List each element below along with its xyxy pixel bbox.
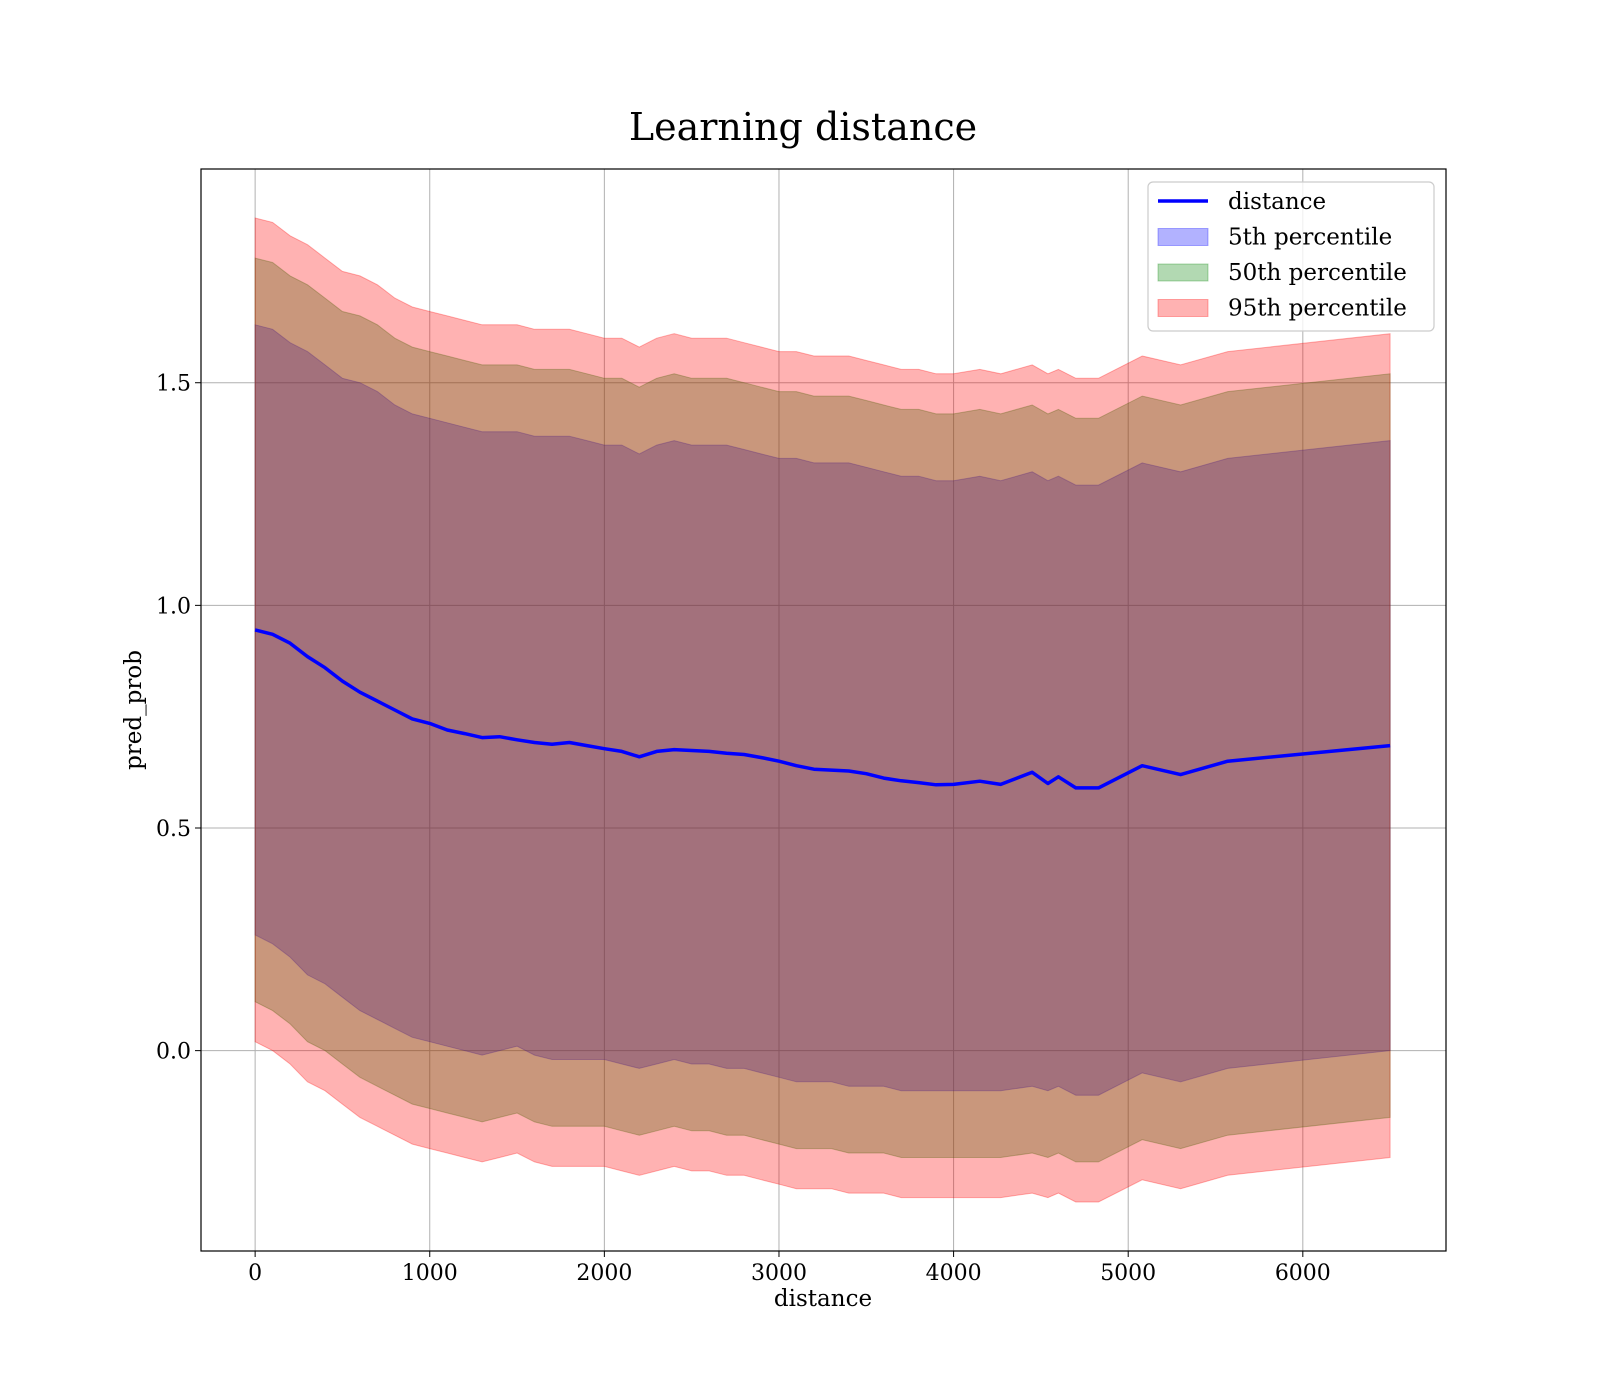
x-tick-label: 3000 bbox=[751, 1261, 807, 1286]
legend-label-95th-percentile: 95th percentile bbox=[1228, 296, 1407, 322]
legend-label-5th-percentile: 5th percentile bbox=[1228, 225, 1392, 251]
grid bbox=[201, 169, 1446, 1251]
legend-swatch-50th-percentile bbox=[1157, 263, 1209, 282]
x-axis-label: distance bbox=[774, 1286, 872, 1312]
chart-title: Learning distance bbox=[629, 105, 977, 149]
legend: distance 5th percentile 50th percentile 95t… bbox=[1147, 181, 1435, 332]
x-tick-label: 5000 bbox=[1100, 1261, 1156, 1286]
legend-label-50th-percentile: 50th percentile bbox=[1228, 260, 1407, 286]
x-tick-label: 6000 bbox=[1275, 1261, 1331, 1286]
y-axis-label: pred_prob bbox=[121, 650, 147, 770]
y-tick-label: 0.5 bbox=[156, 817, 191, 842]
series-line-distance bbox=[254, 628, 1391, 790]
x-tick-label: 2000 bbox=[576, 1261, 632, 1286]
plot-area bbox=[200, 168, 1447, 1252]
axes-background bbox=[201, 169, 1446, 1251]
band-95th-percentile bbox=[254, 217, 1391, 1203]
band-50th-percentile bbox=[254, 257, 1391, 1163]
y-tick-label: 1.0 bbox=[156, 594, 191, 619]
band-5th-percentile bbox=[254, 324, 1391, 1096]
x-tick-label: 1000 bbox=[402, 1261, 458, 1286]
legend-label-distance: distance bbox=[1228, 189, 1326, 215]
legend-box bbox=[1147, 181, 1435, 332]
x-axis-ticks: 0 1000 2000 3000 4000 5000 6000 bbox=[248, 1251, 1331, 1286]
percentile-bands bbox=[254, 217, 1391, 1203]
legend-swatch-95th-percentile bbox=[1157, 299, 1209, 317]
legend-swatch-5th-percentile bbox=[1157, 228, 1209, 246]
x-tick-label: 0 bbox=[248, 1261, 262, 1286]
x-tick-label: 4000 bbox=[926, 1261, 982, 1286]
axes-frame bbox=[200, 168, 1447, 1252]
y-axis-ticks: 0.0 0.5 1.0 1.5 bbox=[156, 372, 201, 1065]
series-lines bbox=[254, 628, 1391, 790]
y-tick-label: 1.5 bbox=[156, 372, 191, 397]
y-tick-label: 0.0 bbox=[156, 1040, 191, 1065]
